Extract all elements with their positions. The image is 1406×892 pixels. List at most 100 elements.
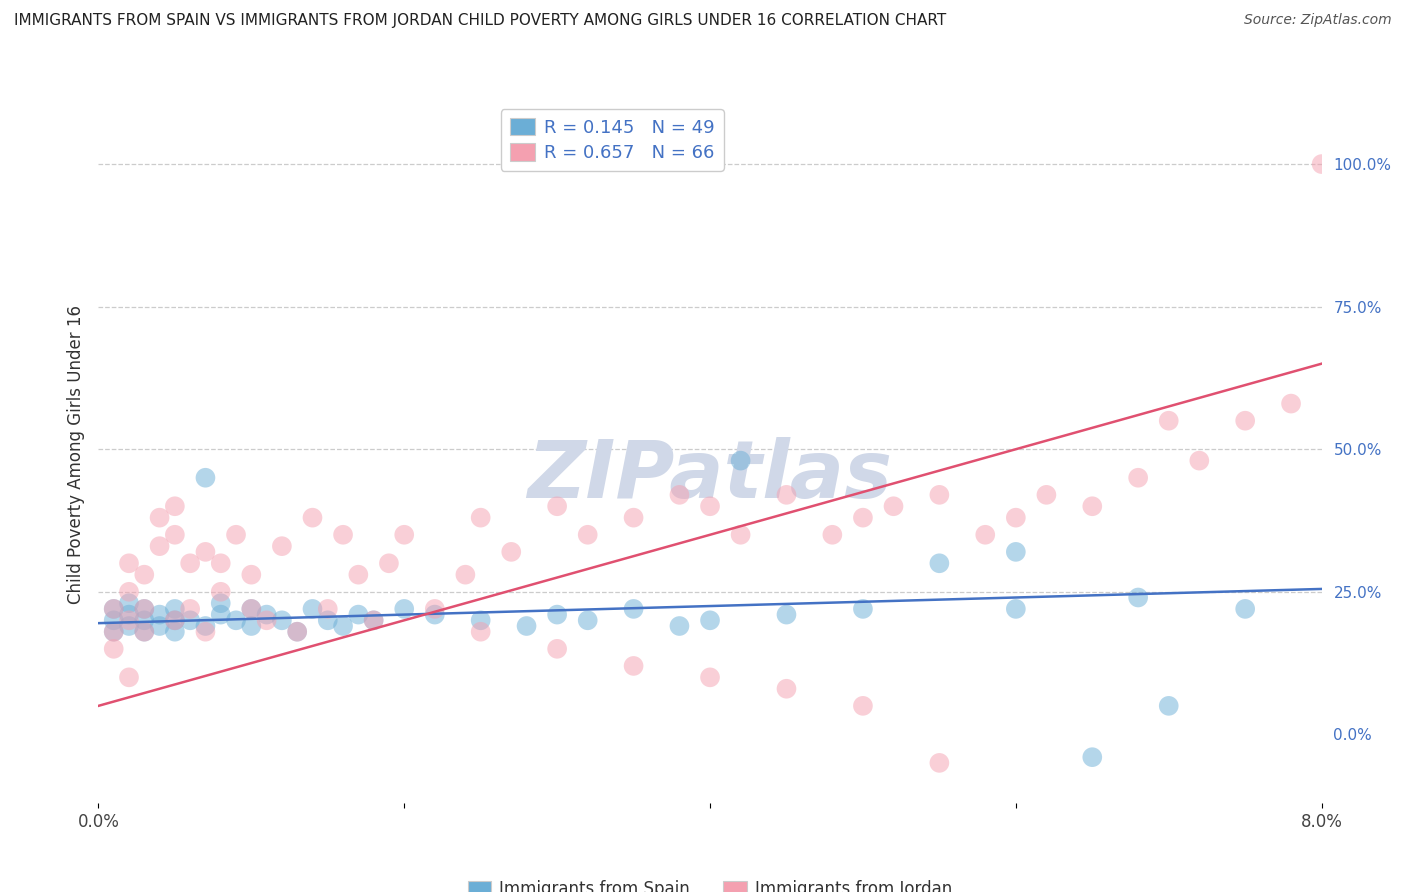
Point: [194, 545, 217, 559]
Point: [1157, 414, 1180, 428]
Point: [163, 500, 186, 514]
Point: [821, 528, 844, 542]
Point: [332, 528, 354, 542]
Point: [134, 624, 156, 639]
Point: [134, 624, 156, 639]
Point: [179, 556, 201, 570]
Point: [501, 545, 523, 559]
Point: [576, 528, 599, 542]
Point: [623, 510, 645, 524]
Point: [928, 488, 950, 502]
Point: [163, 528, 186, 542]
Point: [332, 619, 354, 633]
Point: [240, 619, 263, 633]
Point: [730, 528, 752, 542]
Point: [423, 607, 446, 622]
Point: [163, 602, 186, 616]
Point: [149, 539, 172, 553]
Point: [1157, 698, 1180, 713]
Point: [316, 613, 339, 627]
Point: [392, 528, 416, 542]
Point: [516, 619, 538, 633]
Point: [316, 602, 339, 616]
Point: [163, 613, 186, 627]
Point: [270, 613, 294, 627]
Point: [149, 619, 172, 633]
Point: [209, 556, 232, 570]
Point: [179, 613, 201, 627]
Point: [1004, 602, 1026, 616]
Point: [134, 567, 156, 582]
Point: [134, 613, 156, 627]
Y-axis label: Child Poverty Among Girls Under 16: Child Poverty Among Girls Under 16: [66, 305, 84, 605]
Point: [470, 624, 492, 639]
Point: [118, 596, 141, 610]
Point: [928, 756, 950, 770]
Point: [103, 624, 125, 639]
Point: [363, 613, 385, 627]
Legend: Immigrants from Spain, Immigrants from Jordan: Immigrants from Spain, Immigrants from J…: [461, 874, 959, 892]
Point: [347, 607, 370, 622]
Point: [209, 607, 232, 622]
Point: [1279, 396, 1302, 410]
Point: [470, 510, 492, 524]
Point: [240, 602, 263, 616]
Point: [118, 607, 141, 622]
Point: [209, 584, 232, 599]
Point: [1128, 471, 1150, 485]
Point: [134, 602, 156, 616]
Point: [623, 602, 645, 616]
Point: [285, 624, 308, 639]
Point: [103, 602, 125, 616]
Point: [347, 567, 370, 582]
Point: [194, 624, 217, 639]
Point: [270, 539, 294, 553]
Point: [103, 613, 125, 627]
Point: [118, 556, 141, 570]
Point: [103, 602, 125, 616]
Point: [423, 602, 446, 616]
Point: [1004, 545, 1026, 559]
Point: [285, 624, 308, 639]
Point: [1081, 750, 1104, 764]
Point: [775, 607, 797, 622]
Point: [699, 500, 721, 514]
Text: Source: ZipAtlas.com: Source: ZipAtlas.com: [1244, 13, 1392, 28]
Point: [852, 698, 875, 713]
Point: [225, 528, 247, 542]
Point: [163, 624, 186, 639]
Point: [149, 607, 172, 622]
Point: [194, 471, 217, 485]
Point: [103, 624, 125, 639]
Point: [623, 659, 645, 673]
Point: [454, 567, 477, 582]
Point: [1310, 157, 1333, 171]
Point: [1234, 602, 1257, 616]
Point: [775, 488, 797, 502]
Point: [179, 602, 201, 616]
Point: [668, 488, 690, 502]
Point: [1128, 591, 1150, 605]
Point: [1004, 510, 1026, 524]
Point: [103, 641, 125, 656]
Point: [775, 681, 797, 696]
Point: [194, 619, 217, 633]
Point: [363, 613, 385, 627]
Point: [240, 602, 263, 616]
Point: [576, 613, 599, 627]
Point: [301, 602, 323, 616]
Point: [163, 613, 186, 627]
Point: [392, 602, 416, 616]
Text: ZIPatlas: ZIPatlas: [527, 437, 893, 515]
Point: [546, 500, 568, 514]
Point: [118, 584, 141, 599]
Point: [1081, 500, 1104, 514]
Point: [134, 602, 156, 616]
Point: [240, 567, 263, 582]
Point: [378, 556, 401, 570]
Text: IMMIGRANTS FROM SPAIN VS IMMIGRANTS FROM JORDAN CHILD POVERTY AMONG GIRLS UNDER : IMMIGRANTS FROM SPAIN VS IMMIGRANTS FROM…: [14, 13, 946, 29]
Point: [852, 602, 875, 616]
Point: [225, 613, 247, 627]
Point: [883, 500, 905, 514]
Point: [470, 613, 492, 627]
